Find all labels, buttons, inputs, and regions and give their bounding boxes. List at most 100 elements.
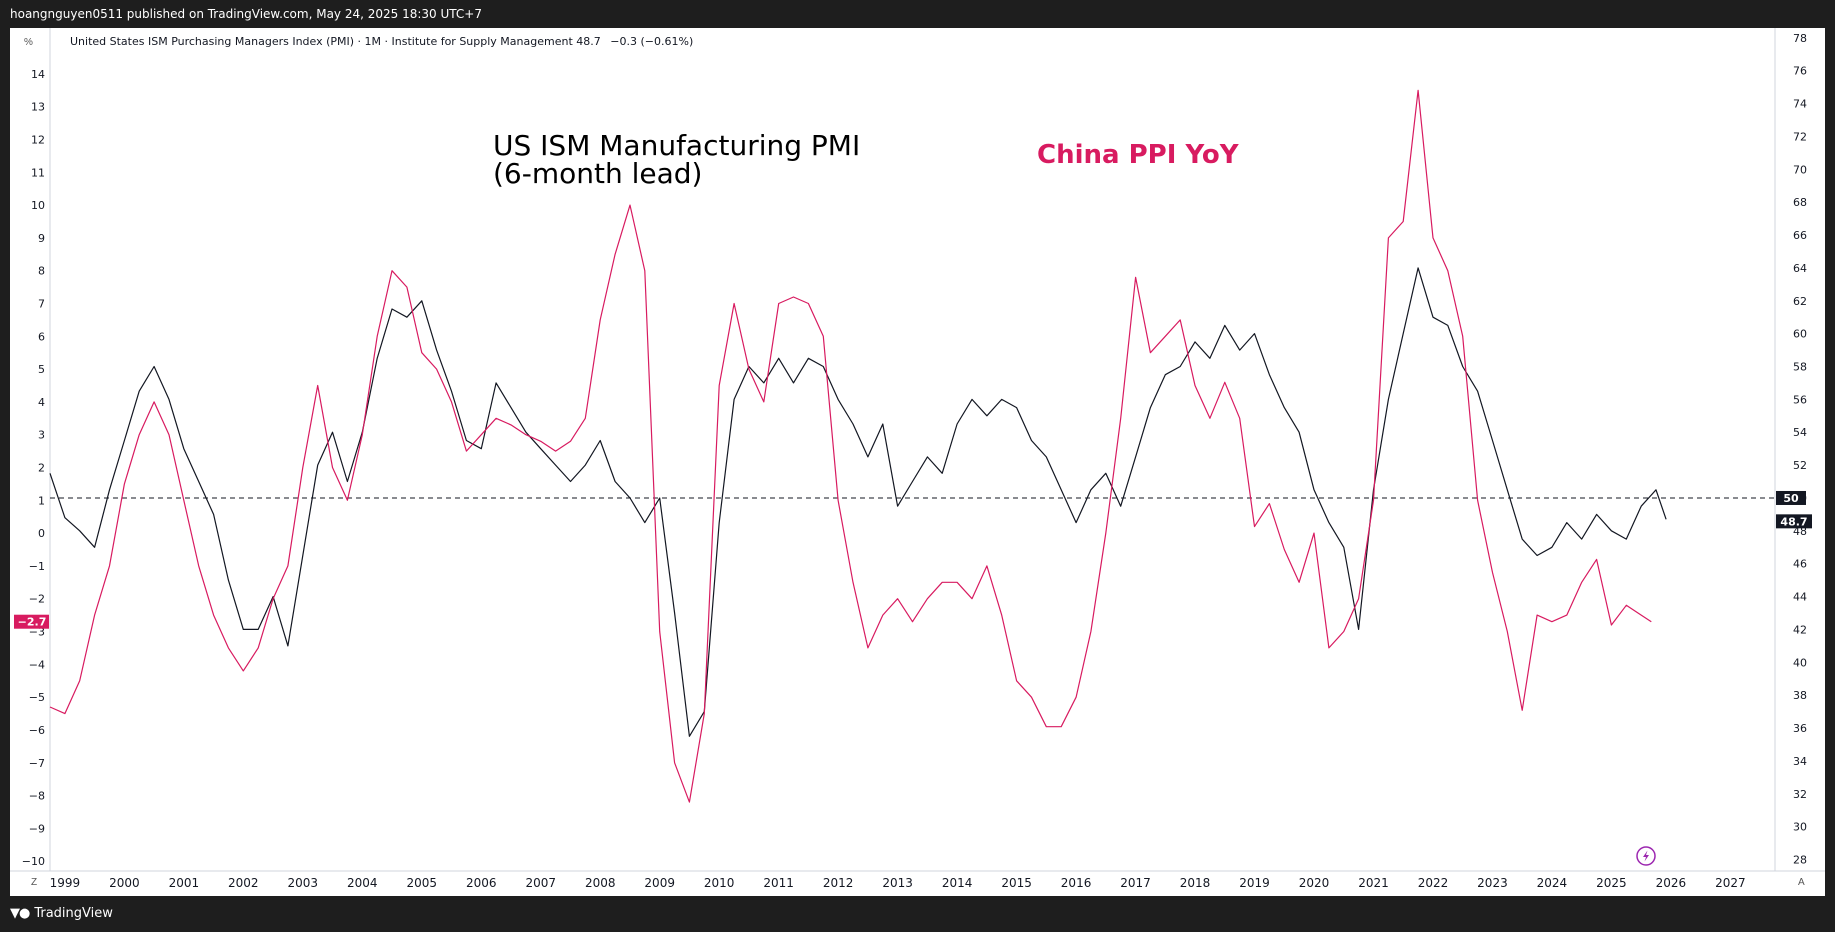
right-axis-tick: 56 (1793, 393, 1807, 406)
pmi-annotation: US ISM Manufacturing PMI (6-month lead) (493, 132, 860, 188)
right-axis-tick: 54 (1793, 426, 1807, 439)
ppi-annotation: China PPI YoY (1037, 140, 1239, 170)
time-axis-tick: 2008 (585, 876, 616, 890)
time-axis-tick: 2004 (347, 876, 378, 890)
left-axis-tick: −8 (29, 790, 45, 803)
time-axis-tick: 2001 (169, 876, 200, 890)
series-legend[interactable]: United States ISM Purchasing Managers In… (70, 35, 693, 48)
tv-logo-icon: ▼● (10, 906, 30, 921)
left-axis-tick: −3 (29, 626, 45, 639)
plot-frame (10, 28, 1825, 872)
brand-label: TradingView (34, 906, 113, 921)
legend-last-value: 48.7 (576, 35, 601, 48)
time-axis-tick: 2016 (1061, 876, 1092, 890)
time-axis-tick: 2018 (1180, 876, 1211, 890)
chart-panel[interactable]: 14 13 12 11 10 9 8 7 6 5 4 3 2 1 0 −1 −2 −3 −4 −5 −6 −7 −8 −9 −1… (10, 28, 1825, 896)
reference-label-bg (1776, 490, 1806, 505)
publish-info: hoangnguyen0511 published on TradingView… (10, 7, 482, 21)
left-axis-tick: −1 (29, 560, 45, 573)
time-axis-tick: 2025 (1596, 876, 1627, 890)
time-axis-tick: 2005 (406, 876, 437, 890)
left-axis-tick: 13 (31, 101, 45, 114)
time-axis-tick: 2022 (1418, 876, 1449, 890)
footer-bar: ▼● TradingView (0, 896, 1835, 932)
right-axis-tick: 58 (1793, 361, 1807, 374)
tradingview-brand[interactable]: ▼● TradingView (10, 906, 113, 921)
pmi-annotation-line1: US ISM Manufacturing PMI (493, 129, 861, 162)
zoom-toggle-button[interactable]: Z (31, 877, 38, 888)
pmi-last-label-bg (1776, 514, 1812, 529)
right-axis-tick: 62 (1793, 295, 1807, 308)
left-axis-tick: 5 (38, 363, 45, 376)
time-axis-tick: 2012 (823, 876, 854, 890)
time-axis-tick: 2023 (1477, 876, 1508, 890)
time-axis-tick: 2003 (288, 876, 319, 890)
time-axis-tick: 2026 (1656, 876, 1687, 890)
pmi-annotation-line2: (6-month lead) (493, 157, 703, 190)
left-axis-tick: −5 (29, 691, 45, 704)
right-axis-tick: 32 (1793, 788, 1807, 801)
time-axis-tick: 2000 (109, 876, 140, 890)
auto-scale-button[interactable]: A (1798, 877, 1805, 888)
right-axis-tick: 68 (1793, 196, 1807, 209)
time-axis-tick: 2014 (942, 876, 973, 890)
left-axis-tick: −7 (29, 757, 45, 770)
left-axis-tick: 2 (38, 462, 45, 475)
ppi-series-line[interactable] (49, 89, 1652, 803)
right-axis-tick: 28 (1793, 853, 1807, 866)
reference-label: 50 (1783, 492, 1799, 505)
time-axis-tick: 2020 (1299, 876, 1330, 890)
left-axis-tick: 11 (31, 166, 45, 179)
right-axis-tick: 74 (1793, 98, 1807, 111)
time-axis-tick: 1999 (50, 876, 81, 890)
time-axis-tick: 2013 (882, 876, 913, 890)
left-axis-tick: 0 (38, 527, 45, 540)
time-axis-tick: 2021 (1358, 876, 1389, 890)
time-axis-tick: 2007 (525, 876, 556, 890)
time-axis-tick: 2002 (228, 876, 259, 890)
right-axis-tick: 46 (1793, 558, 1807, 571)
left-axis-tick: 9 (38, 232, 45, 245)
right-axis-tick: 64 (1793, 262, 1807, 275)
left-axis-tick: −4 (29, 658, 45, 671)
right-price-axis[interactable]: 7876747270686664626058565452504846444240… (1793, 32, 1807, 867)
right-axis-tick: 76 (1793, 65, 1807, 78)
right-axis-tick: 44 (1793, 591, 1807, 604)
left-axis-tick: −9 (29, 822, 45, 835)
left-axis-tick: −6 (29, 724, 45, 737)
time-axis[interactable]: 1999 2000 2001 2002 2003 2004 2005 2006 2007 2008… (50, 876, 1746, 890)
ppi-last-label: −2.7 (18, 616, 47, 629)
right-axis-tick: 34 (1793, 755, 1807, 768)
time-axis-tick: 2024 (1537, 876, 1568, 890)
series-layer (49, 89, 1775, 803)
time-axis-tick: 2015 (1001, 876, 1032, 890)
time-axis-tick: 2010 (704, 876, 735, 890)
ppi-last-label-bg (14, 614, 49, 629)
left-axis-tick: −10 (22, 855, 45, 868)
time-axis-tick: 2019 (1239, 876, 1270, 890)
left-axis-tick: 7 (38, 298, 45, 311)
left-axis-tick: 8 (38, 265, 45, 278)
chart-canvas[interactable]: 14131211109876543210−1−2−3−4−5−6−7−8−9−1… (10, 28, 1825, 896)
left-axis-tick: −2 (29, 593, 45, 606)
left-axis-tick: 12 (31, 134, 45, 147)
lightning-icon[interactable] (1636, 846, 1656, 866)
right-axis-tick: 52 (1793, 459, 1807, 472)
right-axis-tick: 66 (1793, 229, 1807, 242)
left-axis-unit: % (24, 37, 33, 48)
time-axis-tick: 2006 (466, 876, 497, 890)
time-axis-tick: 2017 (1120, 876, 1151, 890)
time-axis-tick: 2009 (644, 876, 675, 890)
right-axis-tick: 70 (1793, 163, 1807, 176)
left-axis-tick: 4 (38, 396, 45, 409)
right-axis-tick: 36 (1793, 722, 1807, 735)
left-axis-tick: 6 (38, 330, 45, 343)
right-axis-tick: 60 (1793, 328, 1807, 341)
right-axis-tick: 40 (1793, 656, 1807, 669)
value-labels: 50 48.7 −2.7 (14, 490, 1812, 629)
left-axis-tick: 1 (38, 494, 45, 507)
legend-title: United States ISM Purchasing Managers In… (70, 35, 573, 48)
right-axis-tick: 38 (1793, 689, 1807, 702)
left-price-axis[interactable]: 14131211109876543210−1−2−3−4−5−6−7−8−9−1… (22, 68, 45, 868)
pmi-series-line[interactable] (49, 267, 1667, 737)
